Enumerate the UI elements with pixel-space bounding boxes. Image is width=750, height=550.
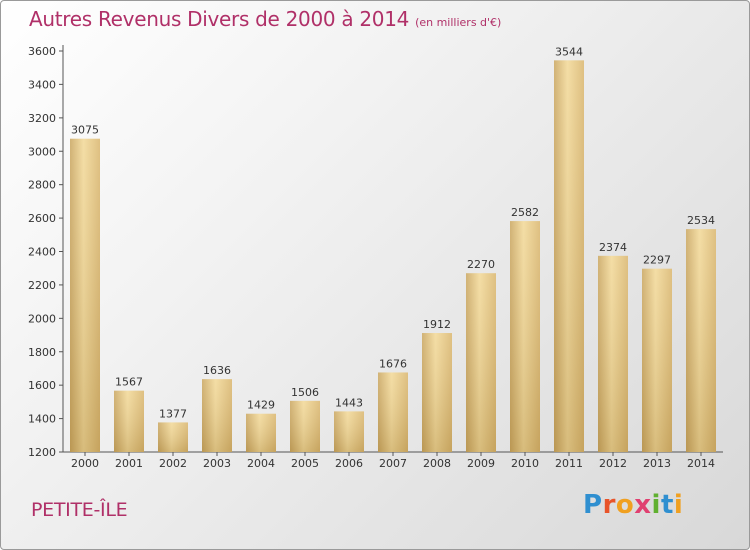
- y-tick-label: 3200: [28, 112, 56, 125]
- data-label: 1377: [159, 407, 187, 420]
- y-tick-label: 3600: [28, 45, 56, 58]
- bar-shade-2006: [334, 411, 364, 452]
- bar-shade-2008: [422, 333, 452, 452]
- proxiti-logo: Proxiti: [583, 490, 683, 520]
- y-tick-label: 1400: [28, 413, 56, 426]
- x-tick-label: 2008: [423, 457, 451, 470]
- bar-shade-2003: [202, 379, 232, 452]
- bars: [70, 60, 716, 453]
- x-tick-label: 2011: [555, 457, 583, 470]
- chart-subtitle: (en milliers d'€): [415, 16, 502, 29]
- bar-shade-2007: [378, 372, 408, 452]
- logo-letter: r: [602, 490, 616, 520]
- logo-letter: o: [615, 490, 635, 520]
- y-tick-label: 2800: [28, 179, 56, 192]
- data-label: 2297: [643, 254, 671, 267]
- x-tick-label: 2007: [379, 457, 407, 470]
- axes: 1200 1400 1600 1800 2000 2200 2400 2600 2800 3000…: [28, 45, 723, 470]
- data-label: 1912: [423, 318, 451, 331]
- chart-title-text: Autres Revenus Divers de 2000 à 2014: [29, 7, 410, 31]
- y-tick-label: 2000: [28, 312, 56, 325]
- bar-shade-2013: [642, 268, 672, 452]
- data-labels: 3075 1567 1377 1636 1429 1506 1443 1676 1912 2270…: [71, 45, 715, 420]
- bar-shade-2000: [70, 138, 100, 452]
- logo-letter: t: [660, 490, 674, 520]
- x-tick-label: 2000: [71, 457, 99, 470]
- bar-shade-2014: [686, 229, 716, 452]
- data-label: 1506: [291, 386, 319, 399]
- logo-letter: P: [583, 490, 603, 520]
- logo-letter: i: [651, 490, 661, 520]
- bar-shade-2002: [158, 422, 188, 452]
- x-tick-label: 2006: [335, 457, 363, 470]
- data-label: 3075: [71, 124, 99, 137]
- y-tick-label: 1600: [28, 379, 56, 392]
- y-tick-label: 3400: [28, 78, 56, 91]
- x-tick-label: 2001: [115, 457, 143, 470]
- x-tick-label: 2013: [643, 457, 671, 470]
- y-tick-label: 2400: [28, 246, 56, 259]
- x-tick-label: 2012: [599, 457, 627, 470]
- data-label: 1636: [203, 364, 231, 377]
- data-label: 1676: [379, 357, 407, 370]
- data-label: 1429: [247, 399, 275, 412]
- bar-shade-2009: [466, 273, 496, 452]
- y-tick-label: 2600: [28, 212, 56, 225]
- data-label: 2270: [467, 258, 495, 271]
- data-label: 1443: [335, 396, 363, 409]
- data-label: 1567: [115, 376, 143, 389]
- chart-title: Autres Revenus Divers de 2000 à 2014 (en …: [29, 7, 501, 31]
- bar-shade-2011: [554, 60, 584, 453]
- x-tick-label: 2005: [291, 457, 319, 470]
- y-tick-label: 1200: [28, 446, 56, 459]
- bar-shade-2001: [114, 390, 144, 452]
- y-tick-label: 2200: [28, 279, 56, 292]
- y-tick-label: 3000: [28, 145, 56, 158]
- bar-shade-2004: [246, 413, 276, 452]
- x-tick-label: 2003: [203, 457, 231, 470]
- x-tick-label: 2010: [511, 457, 539, 470]
- logo-letter: x: [634, 490, 652, 520]
- x-tick-label: 2014: [687, 457, 715, 470]
- data-label: 2534: [687, 214, 715, 227]
- x-tick-label: 2002: [159, 457, 187, 470]
- data-label: 3544: [555, 45, 583, 58]
- place-name: PETITE-ÎLE: [31, 499, 128, 521]
- bar-shade-2005: [290, 400, 320, 452]
- data-label: 2582: [511, 206, 539, 219]
- bar-shade-2012: [598, 255, 628, 452]
- x-tick-label: 2009: [467, 457, 495, 470]
- x-tick-label: 2004: [247, 457, 275, 470]
- data-label: 2374: [599, 241, 627, 254]
- logo-letter: i: [673, 490, 684, 520]
- y-tick-label: 1800: [28, 346, 56, 359]
- bar-shade-2010: [510, 221, 540, 452]
